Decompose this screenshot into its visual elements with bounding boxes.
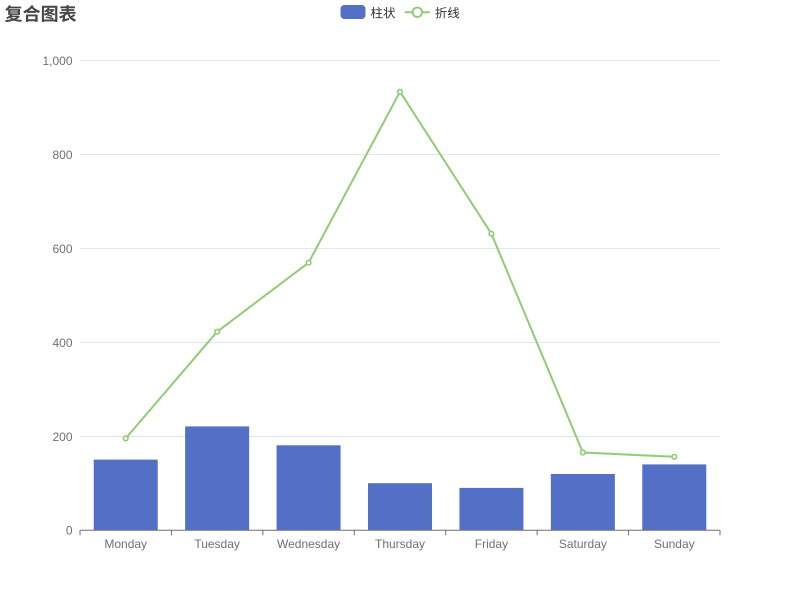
svg-text:600: 600 (52, 242, 72, 256)
svg-text:400: 400 (52, 336, 72, 350)
svg-text:Tuesday: Tuesday (194, 537, 240, 551)
svg-text:1,000: 1,000 (42, 54, 72, 68)
svg-text:800: 800 (52, 148, 72, 162)
svg-text:Wednesday: Wednesday (277, 537, 340, 551)
svg-text:Thursday: Thursday (375, 537, 425, 551)
svg-text:Friday: Friday (475, 537, 508, 551)
svg-text:Monday: Monday (104, 537, 147, 551)
svg-text:0: 0 (66, 524, 73, 538)
svg-text:200: 200 (52, 430, 72, 444)
svg-text:Saturday: Saturday (559, 537, 607, 551)
svg-text:Sunday: Sunday (654, 537, 695, 551)
